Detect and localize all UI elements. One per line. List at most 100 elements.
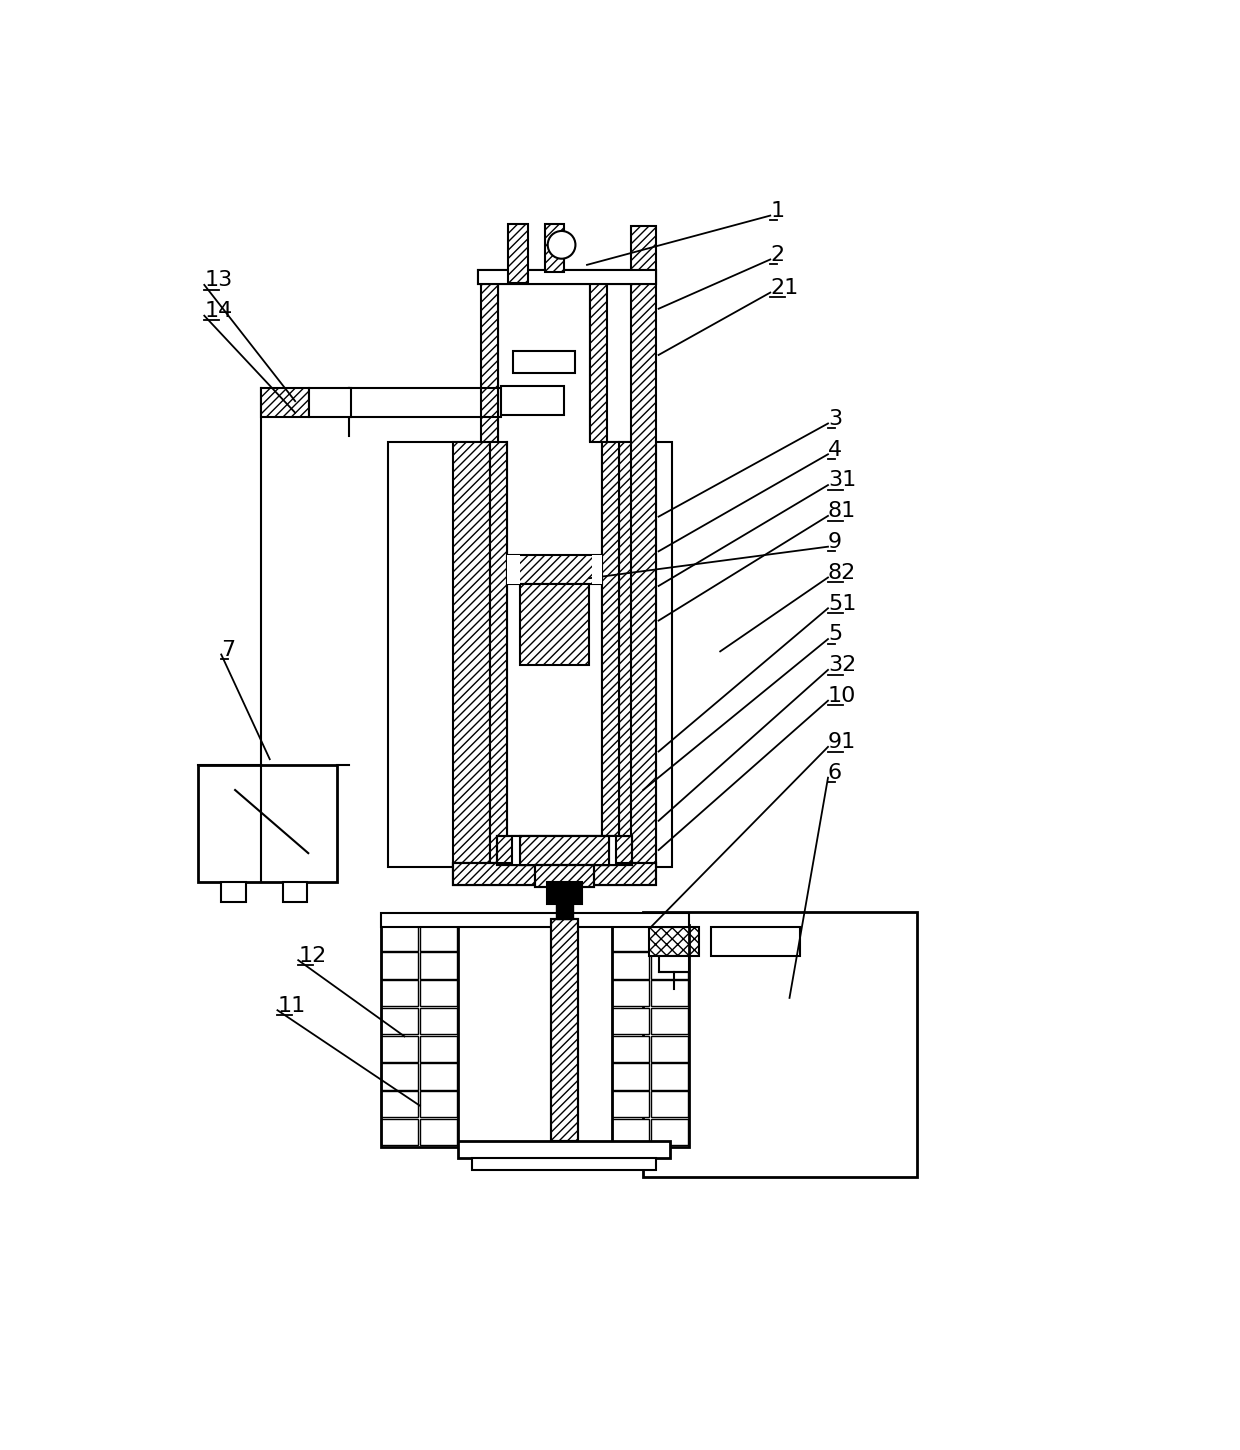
Text: 81: 81 bbox=[828, 502, 857, 521]
Bar bbox=[507, 442, 603, 867]
Bar bbox=[309, 389, 351, 418]
Bar bbox=[551, 919, 578, 1141]
Bar bbox=[472, 1159, 656, 1170]
Bar bbox=[591, 555, 603, 584]
Bar bbox=[420, 1119, 456, 1146]
Text: 2: 2 bbox=[770, 245, 785, 265]
Text: 7: 7 bbox=[221, 639, 236, 660]
Bar bbox=[453, 863, 656, 884]
Text: 13: 13 bbox=[205, 270, 233, 290]
Bar bbox=[382, 1008, 418, 1034]
Bar bbox=[651, 1063, 688, 1089]
Text: 5: 5 bbox=[828, 625, 842, 644]
Bar bbox=[260, 389, 309, 418]
Bar bbox=[520, 584, 589, 666]
Bar bbox=[651, 1119, 688, 1146]
Bar bbox=[513, 351, 574, 373]
Bar bbox=[651, 980, 688, 1006]
Bar bbox=[650, 927, 699, 957]
Bar bbox=[590, 281, 608, 442]
Bar bbox=[477, 270, 656, 284]
Bar bbox=[507, 555, 603, 584]
Bar bbox=[420, 1063, 456, 1089]
Bar bbox=[382, 1035, 418, 1061]
Bar bbox=[382, 925, 459, 1147]
Bar bbox=[459, 1141, 670, 1159]
Text: 4: 4 bbox=[828, 439, 842, 460]
Text: 9: 9 bbox=[828, 532, 842, 552]
Bar bbox=[477, 270, 656, 284]
Bar bbox=[453, 863, 640, 884]
Bar bbox=[497, 837, 631, 866]
Bar bbox=[613, 1008, 650, 1034]
Bar bbox=[613, 1035, 650, 1061]
Bar bbox=[420, 1008, 456, 1034]
Bar bbox=[651, 1035, 688, 1061]
Bar bbox=[420, 980, 456, 1006]
Bar bbox=[490, 442, 507, 867]
Bar bbox=[631, 226, 656, 866]
Bar bbox=[508, 225, 528, 283]
Bar bbox=[388, 442, 672, 867]
Bar bbox=[497, 837, 631, 866]
Text: 11: 11 bbox=[278, 996, 306, 1015]
Bar bbox=[613, 1119, 650, 1146]
Circle shape bbox=[548, 231, 575, 258]
Bar bbox=[420, 925, 456, 951]
Bar bbox=[536, 866, 594, 887]
Text: 3: 3 bbox=[828, 409, 842, 429]
Bar bbox=[453, 863, 656, 884]
Bar bbox=[613, 1090, 650, 1118]
Bar bbox=[651, 1008, 688, 1034]
Bar bbox=[651, 925, 688, 951]
Bar bbox=[221, 883, 246, 902]
Bar bbox=[198, 766, 337, 883]
Text: 12: 12 bbox=[299, 945, 326, 966]
Text: 10: 10 bbox=[828, 686, 857, 706]
Bar bbox=[520, 837, 609, 866]
Bar bbox=[613, 980, 650, 1006]
Bar bbox=[382, 1090, 418, 1118]
Bar bbox=[613, 1063, 650, 1089]
Bar bbox=[497, 281, 590, 442]
Bar bbox=[507, 555, 520, 584]
Bar bbox=[520, 837, 609, 866]
Text: 31: 31 bbox=[828, 470, 857, 490]
Text: 6: 6 bbox=[828, 763, 842, 783]
Bar bbox=[420, 1035, 456, 1061]
Bar bbox=[382, 914, 689, 927]
Bar bbox=[547, 883, 582, 903]
Bar bbox=[420, 1090, 456, 1118]
Text: 1: 1 bbox=[770, 202, 785, 220]
Bar bbox=[644, 912, 916, 1177]
Bar bbox=[613, 925, 689, 1147]
Text: 14: 14 bbox=[205, 302, 233, 320]
Bar bbox=[283, 883, 308, 902]
Text: 32: 32 bbox=[828, 655, 857, 676]
Bar bbox=[382, 1119, 418, 1146]
Bar bbox=[382, 925, 418, 951]
Bar bbox=[536, 866, 594, 887]
Bar bbox=[711, 927, 800, 957]
Bar bbox=[658, 957, 689, 972]
Bar bbox=[382, 1063, 418, 1089]
Bar bbox=[382, 953, 418, 979]
Bar bbox=[613, 953, 650, 979]
Bar bbox=[481, 281, 497, 442]
Text: 21: 21 bbox=[770, 278, 799, 297]
Bar bbox=[557, 903, 573, 919]
Text: 91: 91 bbox=[828, 732, 857, 753]
Text: 51: 51 bbox=[828, 593, 857, 613]
Text: 82: 82 bbox=[828, 563, 857, 583]
Bar bbox=[613, 925, 650, 951]
Bar bbox=[651, 1090, 688, 1118]
Bar bbox=[551, 919, 578, 1141]
Bar bbox=[651, 953, 688, 979]
Bar bbox=[382, 980, 418, 1006]
Bar bbox=[544, 225, 564, 271]
Bar bbox=[501, 386, 564, 415]
Bar bbox=[512, 837, 616, 866]
Bar bbox=[453, 442, 490, 867]
Bar bbox=[619, 442, 656, 867]
Bar bbox=[603, 442, 619, 867]
